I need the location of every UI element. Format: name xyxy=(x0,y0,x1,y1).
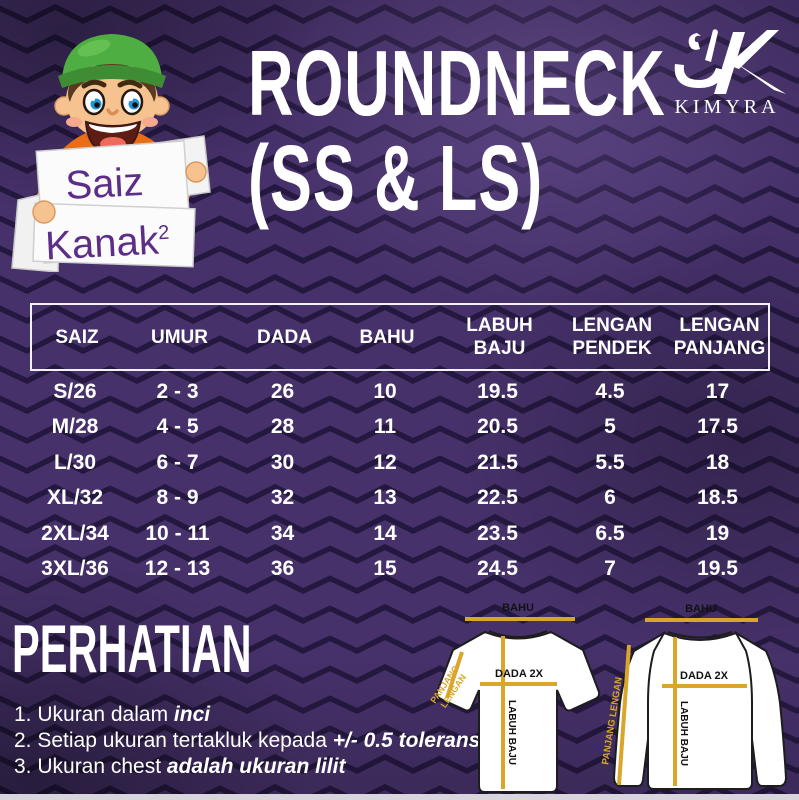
cell: 10 - 11 xyxy=(145,521,210,545)
col-saiz: SAIZ xyxy=(55,326,99,348)
long-sleeve-shirt-body xyxy=(647,631,753,790)
badge-line1: Saiz xyxy=(64,160,145,209)
cell: 23.5 xyxy=(477,521,518,545)
notes-heading: PERHATIAN xyxy=(12,612,252,688)
table-row: XL/32 8 - 9 32 13 22.5 6 18.5 xyxy=(30,481,770,517)
col-umur: UMUR xyxy=(151,326,208,348)
cell: 12 xyxy=(373,450,397,474)
cell: 2 - 3 xyxy=(156,379,199,403)
cell: 7 xyxy=(604,557,616,581)
page-title: ROUNDNECK (SS & LS) xyxy=(248,32,666,231)
table-row: S/26 2 - 3 26 10 19.5 4.5 17 xyxy=(30,374,770,410)
table-row: 2XL/34 10 - 11 34 14 23.5 6.5 19 xyxy=(30,516,770,552)
cell: S/26 xyxy=(53,379,97,403)
size-table-body: S/26 2 - 3 26 10 19.5 4.5 17 M/28 4 - 5 … xyxy=(30,374,770,587)
cell: 6 xyxy=(604,486,616,510)
title-line2: (SS & LS) xyxy=(248,127,544,231)
measurement-lines xyxy=(445,617,575,789)
note-item: 1. Ukuran dalam inci xyxy=(14,702,484,728)
bahu-label: BAHU xyxy=(502,602,534,614)
cell: 6 - 7 xyxy=(156,450,199,474)
col-labuh-baju: LABUH BAJU xyxy=(466,315,533,359)
cell: 18 xyxy=(705,450,730,474)
cell: 14 xyxy=(373,521,397,545)
note-emphasis: adalah ukuran lilit xyxy=(166,755,346,778)
col-dada: DADA xyxy=(257,326,312,348)
table-row: L/30 6 - 7 30 12 21.5 5.5 18 xyxy=(30,445,770,481)
note-text: 3. Ukuran chest xyxy=(14,755,167,778)
mascot-hands xyxy=(32,161,207,224)
size-table-header: SAIZ UMUR DADA BAHU LABUH BAJU LENGAN PE… xyxy=(30,303,770,371)
bahu-label: BAHU xyxy=(685,603,717,615)
cell: 12 - 13 xyxy=(144,557,211,581)
cell: 8 - 9 xyxy=(156,486,199,510)
cell: 20.5 xyxy=(477,415,518,439)
cell: 19 xyxy=(705,521,730,545)
cell: 15 xyxy=(373,557,397,581)
badge-superscript: 2 xyxy=(157,221,170,245)
col-bahu: BAHU xyxy=(359,326,415,348)
cell: 4 - 5 xyxy=(156,415,199,439)
bottom-edge-strip xyxy=(0,794,799,800)
cell: 5 xyxy=(604,415,616,439)
note-emphasis: +/- 0.5 tolerans xyxy=(332,729,481,752)
labuh-baju-label: LABUH BAJU xyxy=(506,700,517,765)
measurement-lines xyxy=(617,618,758,786)
note-emphasis: inci xyxy=(173,703,211,726)
cell: 5.5 xyxy=(595,450,625,474)
cell: 2XL/34 xyxy=(41,521,109,545)
dada-label: DADA 2X xyxy=(680,670,729,682)
note-item: 2. Setiap ukuran tertakluk kepada +/- 0.… xyxy=(14,728,484,754)
cell: 13 xyxy=(373,486,397,510)
note-text: 2. Setiap ukuran tertakluk kepada xyxy=(14,729,333,752)
cell: XL/32 xyxy=(46,486,104,510)
short-sleeve-shirt-outline xyxy=(435,630,601,793)
cell: 4.5 xyxy=(595,379,625,403)
dada-label: DADA 2X xyxy=(495,668,544,680)
brand-name: KIMYRA xyxy=(674,96,780,118)
cell: 11 xyxy=(373,415,397,439)
long-sleeve-shirt-diagram: BAHU DADA 2X LABUH BAJU PANJANG LENGAN xyxy=(600,603,788,790)
badge-saiz-kanak: Saiz Kanak2 xyxy=(27,154,185,273)
short-sleeve-shirt-diagram: BAHU DADA 2X LABUH BAJU PANJANG LENGAN xyxy=(428,602,601,793)
note-item: 3. Ukuran chest adalah ukuran lilit xyxy=(14,754,484,780)
cell: 17 xyxy=(705,379,730,403)
cell: 18.5 xyxy=(697,486,738,510)
cell: 3XL/36 xyxy=(41,557,109,581)
cell: 28 xyxy=(270,415,295,439)
mascot-boy-illustration xyxy=(11,34,211,272)
cell: 19.5 xyxy=(697,557,738,581)
cell: L/30 xyxy=(53,450,97,474)
cell: 17.5 xyxy=(697,415,738,439)
paper-sheets xyxy=(11,135,211,272)
cell: 21.5 xyxy=(477,450,518,474)
cell: 30 xyxy=(270,450,295,474)
size-table: SAIZ UMUR DADA BAHU LABUH BAJU LENGAN PE… xyxy=(30,303,770,587)
cell: 6.5 xyxy=(595,521,625,545)
table-row: 3XL/36 12 - 13 36 15 24.5 7 19.5 xyxy=(30,552,770,588)
cell: 10 xyxy=(373,379,397,403)
table-row: M/28 4 - 5 28 11 20.5 5 17.5 xyxy=(30,410,770,446)
cell: 19.5 xyxy=(477,379,518,403)
col-lengan-pendek: LENGAN PENDEK xyxy=(571,315,653,359)
title-line1: ROUNDNECK xyxy=(248,32,666,135)
brand-logo-icon xyxy=(674,29,786,94)
labuh-baju-label: LABUH BAJU xyxy=(678,701,689,766)
notes-list: 1. Ukuran dalam inci 2. Setiap ukuran te… xyxy=(14,702,484,780)
cell: 26 xyxy=(270,379,295,403)
mascot-head xyxy=(54,34,170,155)
col-lengan-panjang: LENGAN PANJANG xyxy=(673,315,766,359)
cell: 36 xyxy=(270,557,295,581)
cell: 32 xyxy=(270,486,295,510)
cell: 22.5 xyxy=(477,486,518,510)
note-text: 1. Ukuran dalam xyxy=(14,703,174,726)
cell: M/28 xyxy=(51,415,99,439)
badge-line2: Kanak xyxy=(44,218,160,269)
cell: 34 xyxy=(270,521,295,545)
cell: 24.5 xyxy=(477,557,518,581)
